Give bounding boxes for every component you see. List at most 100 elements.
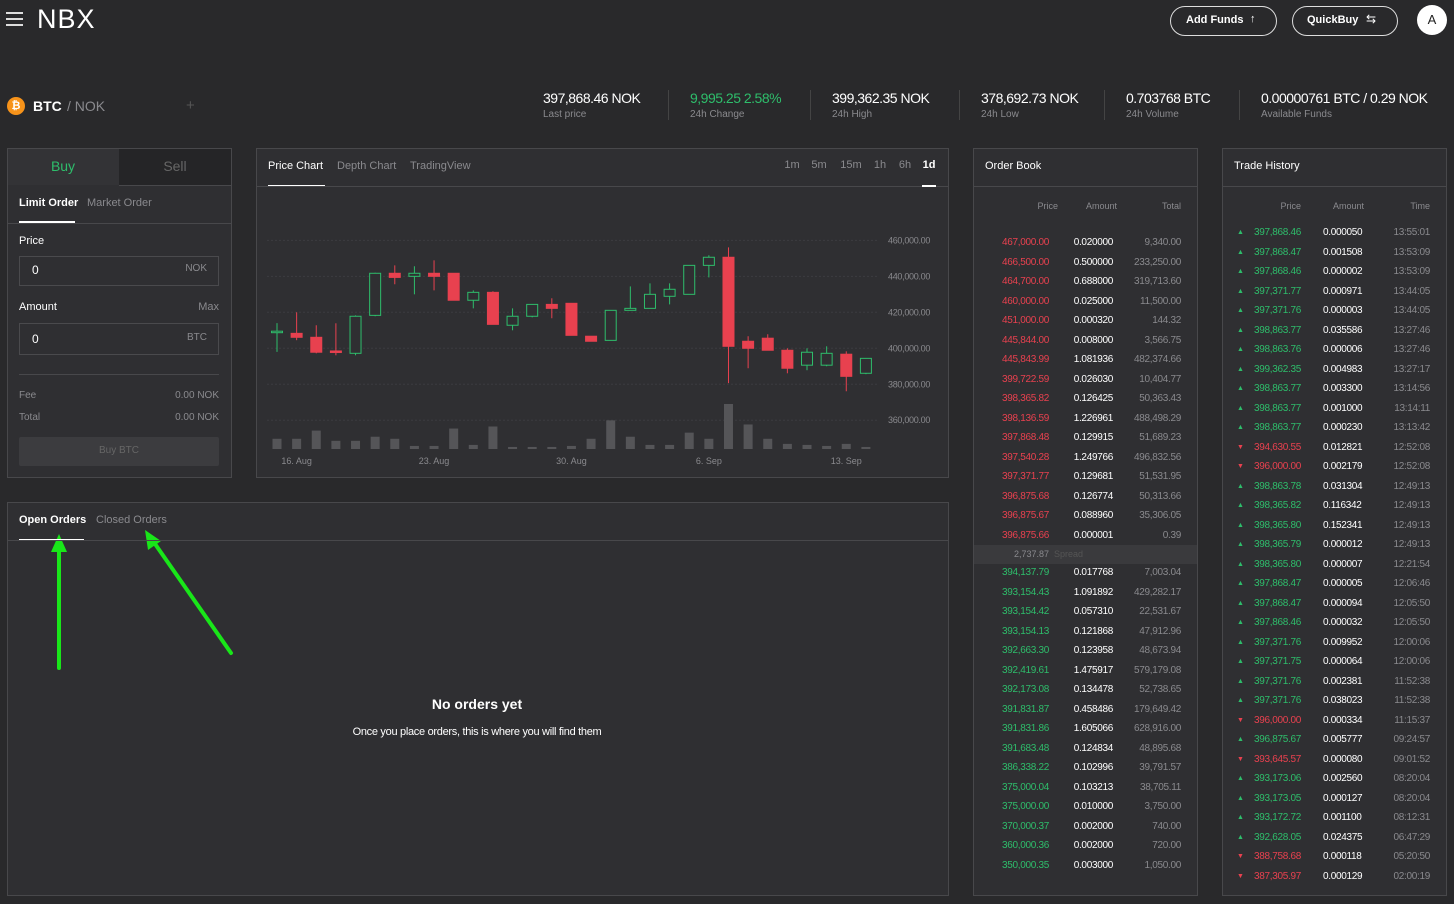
limit-order-tab[interactable]: Limit Order — [19, 197, 79, 209]
order-cell: 38,705.11 — [1139, 781, 1181, 793]
column-header: Price — [1280, 201, 1301, 211]
amount-input[interactable] — [19, 323, 219, 355]
order-cell: 39,791.57 — [1139, 762, 1181, 773]
order-cell: 22,531.67 — [1139, 606, 1181, 617]
column-header: Price — [1037, 201, 1058, 211]
submit-button[interactable] — [19, 437, 219, 466]
trade-price: 397,371.76 — [1254, 675, 1302, 687]
x-tick-label: 30. Aug — [556, 456, 587, 466]
candle-body — [624, 307, 637, 311]
trade-arrow: ▲ — [1237, 658, 1244, 665]
submit-label[interactable]: Buy BTC — [98, 445, 139, 456]
buy-tab-bg[interactable] — [8, 149, 119, 185]
order-cell: 1.475917 — [1073, 664, 1114, 676]
trade-arrow: ▲ — [1237, 638, 1244, 646]
trade-time: 13:55:01 — [1393, 227, 1430, 238]
candle-body — [486, 291, 499, 325]
amount-value[interactable]: 0 — [32, 332, 39, 346]
interval-button[interactable]: 1m — [784, 159, 800, 171]
trade-price: 393,172.72 — [1254, 812, 1302, 823]
trade-amount: 0.000080 — [1323, 753, 1363, 765]
trade-time: 11:52:38 — [1394, 695, 1430, 706]
order-cell: 7,003.04 — [1144, 567, 1181, 578]
chart-tab[interactable]: Price Chart — [268, 160, 324, 172]
max-link[interactable]: Max — [198, 301, 219, 313]
volume-bar — [508, 446, 518, 449]
divider — [257, 186, 948, 187]
trade-amount: 0.001000 — [1323, 402, 1363, 414]
trade-time: 12:49:13 — [1393, 500, 1430, 511]
order-price: 391,831.86 — [1001, 723, 1049, 734]
avatar[interactable] — [1417, 5, 1447, 35]
trade-time: 08:20:04 — [1393, 773, 1430, 784]
trade-amount: 0.002179 — [1323, 461, 1363, 472]
trade-history-title: Trade History — [1234, 160, 1300, 172]
trade-arrow: ▲ — [1237, 248, 1244, 256]
interval-button[interactable]: 6h — [898, 159, 912, 171]
amount-label: Amount — [19, 301, 57, 313]
divider — [8, 540, 948, 541]
divider — [8, 223, 231, 224]
order-cell: 0.020000 — [1073, 237, 1114, 248]
trade-amount: 0.003300 — [1323, 383, 1363, 394]
quickbuy-label[interactable]: QuickBuy — [1307, 14, 1359, 26]
add-market: + — [186, 97, 195, 114]
sell-tab[interactable]: Sell — [163, 158, 187, 174]
candle-body — [781, 349, 794, 369]
volume-bar — [527, 446, 537, 449]
trade-amount: 0.152341 — [1323, 519, 1363, 531]
trade-amount: 0.000971 — [1323, 285, 1363, 297]
trade-amount: 0.031304 — [1323, 480, 1363, 492]
add-funds-button[interactable] — [1170, 6, 1277, 36]
order-price: 386,338.22 — [1001, 762, 1049, 773]
order-cell: 0.002000 — [1073, 820, 1114, 832]
order-cell: 0.123958 — [1073, 645, 1114, 656]
stat-label: Last price — [543, 109, 587, 120]
price-unit: NOK — [185, 263, 207, 274]
buy-tab[interactable]: Buy — [50, 158, 76, 174]
orders-tab[interactable]: Open Orders — [19, 514, 87, 526]
trade-arrow: ▲ — [1237, 697, 1244, 704]
trade-amount: 0.000118 — [1323, 851, 1362, 862]
order-cell: 9,340.00 — [1144, 237, 1181, 248]
trade-time: 12:52:08 — [1393, 461, 1430, 472]
column-header: Amount — [1332, 201, 1364, 211]
btc-icon — [7, 97, 25, 115]
order-cell: 488,498.29 — [1133, 412, 1181, 424]
trade-arrow: ▲ — [1237, 346, 1244, 353]
sell-tab-bg[interactable] — [119, 149, 231, 186]
interval-button[interactable]: 1h — [873, 159, 887, 171]
interval-button[interactable]: 15m — [840, 159, 862, 171]
volume-bar — [802, 444, 812, 449]
trade-price: 398,365.80 — [1254, 558, 1302, 570]
trade-amount: 0.002381 — [1323, 675, 1363, 687]
trade-arrow: ▼ — [1237, 716, 1244, 724]
orders-tab[interactable]: Closed Orders — [96, 514, 167, 526]
interval-button[interactable]: 5m — [811, 159, 827, 171]
add-funds-label[interactable]: Add Funds — [1186, 14, 1244, 26]
order-cell: 179,649.42 — [1133, 703, 1181, 715]
trade-amount: 0.009952 — [1323, 636, 1363, 648]
interval-button[interactable]: 1d — [922, 159, 936, 171]
trade-arrow: ▲ — [1237, 833, 1244, 841]
order-cell: 0.121868 — [1073, 625, 1114, 637]
market-quote[interactable]: / NOK — [67, 98, 106, 114]
order-cell: 0.088960 — [1073, 510, 1114, 521]
trade-price: 398,863.78 — [1254, 480, 1302, 492]
volume-bar — [763, 438, 773, 449]
volume-bar — [566, 445, 576, 449]
market-order-tab[interactable]: Market Order — [87, 197, 152, 209]
volume-bar — [645, 444, 655, 449]
candle-body — [506, 315, 519, 326]
quickbuy-button[interactable] — [1292, 6, 1398, 36]
chart-tab[interactable]: TradingView — [410, 160, 471, 172]
price-input[interactable] — [19, 256, 219, 286]
trade-price: 393,645.57 — [1254, 753, 1302, 765]
chart-tab[interactable]: Depth Chart — [337, 160, 397, 172]
trade-price: 387,305.97 — [1254, 870, 1302, 882]
price-value[interactable]: 0 — [32, 263, 39, 277]
order-cell: 48,895.68 — [1139, 742, 1181, 754]
avatar-letter[interactable]: A — [1427, 12, 1437, 27]
trade-time: 13:44:05 — [1393, 305, 1430, 316]
divider — [1223, 186, 1446, 187]
